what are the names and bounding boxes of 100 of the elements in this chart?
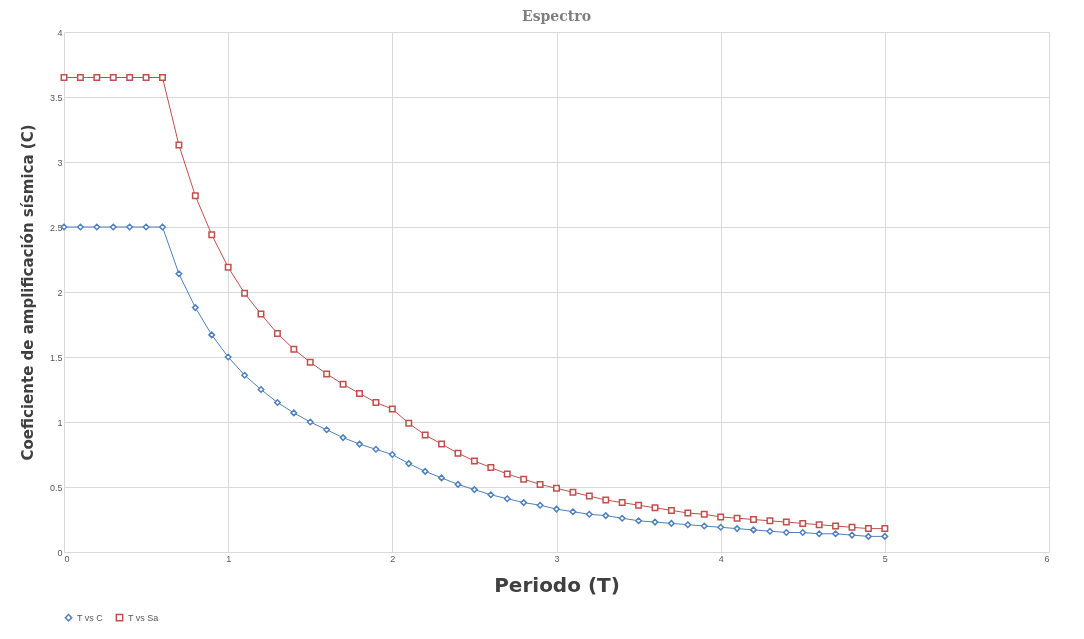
point xyxy=(569,488,577,496)
y-axis-title: Coeficiente de amplificación sísmica (C) xyxy=(18,124,37,461)
point xyxy=(306,418,314,426)
point xyxy=(241,289,249,297)
legend-label: T vs Sa xyxy=(128,612,159,623)
point xyxy=(536,480,544,488)
point xyxy=(257,386,265,393)
x-tick-label: 3 xyxy=(554,553,560,564)
point xyxy=(602,512,610,520)
point xyxy=(454,449,462,457)
point xyxy=(667,519,675,527)
point xyxy=(290,409,298,417)
point xyxy=(503,495,511,503)
point xyxy=(60,74,68,81)
point xyxy=(864,532,872,540)
point xyxy=(717,513,725,521)
point xyxy=(684,521,692,529)
point xyxy=(766,527,774,535)
y-tick-label: 3.5 xyxy=(49,92,63,103)
point xyxy=(864,525,872,533)
point xyxy=(356,440,363,448)
point xyxy=(356,389,363,397)
point xyxy=(273,330,281,338)
point xyxy=(700,510,708,518)
point xyxy=(553,505,560,513)
point xyxy=(733,525,741,533)
point xyxy=(257,310,265,318)
y-tick-label: 4 xyxy=(57,27,63,38)
point xyxy=(750,526,757,534)
point xyxy=(405,419,413,427)
point xyxy=(109,223,117,231)
point xyxy=(782,529,790,536)
point xyxy=(602,496,610,504)
point xyxy=(667,506,675,514)
point xyxy=(536,501,544,509)
point xyxy=(290,345,298,353)
point xyxy=(159,223,166,231)
point xyxy=(109,74,117,81)
point xyxy=(766,517,774,525)
point xyxy=(191,192,199,200)
point xyxy=(618,514,626,522)
y-tick-label: 3 xyxy=(57,157,63,168)
point xyxy=(372,445,380,453)
point xyxy=(159,74,166,81)
point xyxy=(372,399,380,406)
point xyxy=(126,74,134,81)
y-tick-label: 2.5 xyxy=(49,222,63,233)
point xyxy=(175,270,183,278)
point xyxy=(618,499,626,507)
point xyxy=(585,492,593,500)
point xyxy=(76,223,84,231)
x-tick-label: 0 xyxy=(64,553,70,564)
point xyxy=(750,516,757,523)
point xyxy=(569,508,577,516)
point xyxy=(93,74,101,81)
point xyxy=(651,504,659,512)
y-tick-label: 2 xyxy=(57,287,63,298)
point xyxy=(306,358,314,366)
point xyxy=(323,370,331,378)
point xyxy=(799,519,807,527)
point xyxy=(717,523,725,531)
point xyxy=(76,74,84,81)
point xyxy=(142,74,150,81)
point xyxy=(454,480,462,488)
y-tick-label: 0.5 xyxy=(49,482,63,493)
point xyxy=(815,530,823,538)
point xyxy=(553,484,560,492)
point xyxy=(470,457,478,465)
point xyxy=(487,491,495,499)
chart-title: Espectro xyxy=(522,8,591,24)
point xyxy=(700,522,708,530)
x-axis-title: Periodo (T) xyxy=(494,572,620,597)
point xyxy=(635,501,643,509)
point xyxy=(339,380,347,388)
point xyxy=(241,371,249,379)
point xyxy=(733,514,741,522)
point xyxy=(815,521,823,529)
point xyxy=(339,434,347,442)
point xyxy=(520,475,528,483)
point xyxy=(470,486,478,494)
point xyxy=(421,431,429,439)
point xyxy=(421,467,429,475)
x-tick-label: 4 xyxy=(718,553,724,564)
point xyxy=(848,523,856,531)
point xyxy=(782,518,790,526)
point xyxy=(438,474,446,482)
x-tick-label: 5 xyxy=(882,553,888,564)
point xyxy=(175,141,183,149)
point xyxy=(191,304,199,312)
point xyxy=(520,499,528,507)
point xyxy=(388,405,396,413)
y-tick-label: 1 xyxy=(57,417,63,428)
point xyxy=(224,263,232,271)
point xyxy=(208,231,216,239)
x-tick-label: 6 xyxy=(1044,553,1050,564)
point xyxy=(487,464,495,471)
point xyxy=(405,460,413,468)
point xyxy=(832,522,840,530)
point xyxy=(323,426,331,434)
point xyxy=(503,470,511,478)
